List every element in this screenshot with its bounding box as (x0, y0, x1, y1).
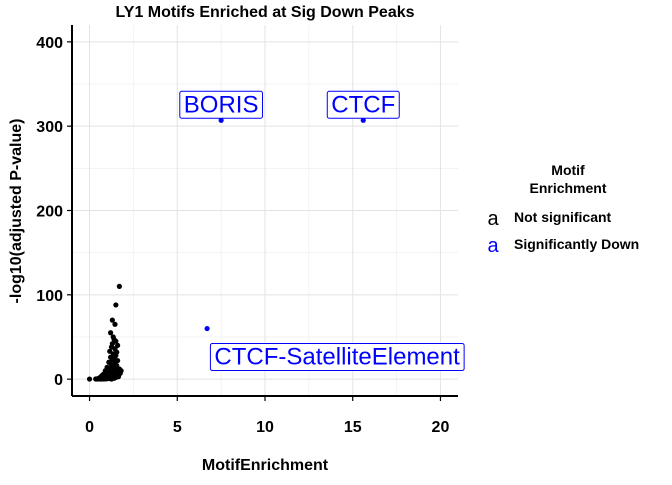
point-significantly-down (360, 117, 366, 123)
annotation-labels: BORIS CTCF CTCF-SatelliteElement (179, 90, 465, 372)
point-not-significant (93, 376, 100, 382)
legend-title-line1: Motif (551, 162, 585, 178)
x-axis-label: MotifEnrichment (202, 457, 329, 474)
point-not-significant (109, 317, 115, 323)
legend-label-not-significant: Not significant (514, 209, 612, 225)
y-tick-label: 400 (36, 35, 63, 52)
y-tick-label: 0 (54, 372, 63, 389)
point-not-significant (112, 321, 118, 327)
annotation-text: CTCF (331, 91, 395, 118)
x-tick-label: 20 (432, 419, 450, 436)
legend-label-significantly-down: Significantly Down (514, 236, 639, 252)
legend-key-not-significant: a (487, 208, 499, 230)
annotation-box (179, 90, 263, 119)
x-tick-label: 0 (85, 419, 94, 436)
annotation-boris: BORIS (179, 90, 263, 119)
y-axis-label: -log10(adjusted P-value) (8, 119, 25, 304)
annotation-box (209, 343, 465, 372)
point-not-significant (108, 330, 114, 336)
x-tick-label: 15 (344, 419, 362, 436)
point-not-significant (86, 376, 93, 382)
point-not-significant (113, 302, 119, 308)
grid-layer (72, 25, 458, 396)
y-tick-label: 200 (36, 204, 63, 221)
annotation-text: BORIS (184, 91, 259, 118)
legend: Motif Enrichment a Not significant a Sig… (487, 162, 639, 257)
point-not-significant (108, 376, 115, 382)
annotation-ctcf-satelliteelement: CTCF-SatelliteElement (209, 343, 465, 372)
annotation-text: CTCF-SatelliteElement (214, 344, 460, 371)
legend-key-significantly-down: a (487, 235, 499, 257)
annotation-ctcf: CTCF (326, 90, 400, 119)
annotation-box (326, 90, 400, 119)
x-tick-label: 5 (173, 419, 182, 436)
y-tick-label: 300 (36, 119, 63, 136)
point-significantly-down (218, 117, 224, 123)
chart-title: LY1 Motifs Enriched at Sig Down Peaks (115, 4, 414, 21)
legend-title-line2: Enrichment (529, 180, 606, 196)
x-tick-label: 10 (256, 419, 274, 436)
points-layer (86, 117, 366, 382)
point-significantly-down (204, 325, 210, 332)
point-not-significant (116, 283, 122, 289)
y-tick-label: 100 (36, 288, 63, 305)
